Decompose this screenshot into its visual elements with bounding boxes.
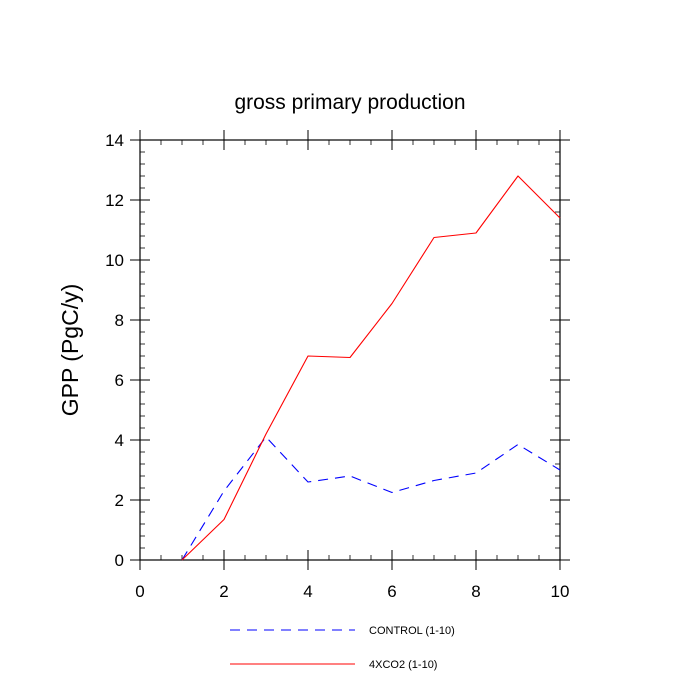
y-tick-label: 10 [105, 251, 124, 270]
x-tick-label: 6 [387, 582, 396, 601]
legend-label-4xco2: 4XCO2 (1-10) [369, 659, 437, 671]
plot-area: 0 2 4 6 8 10 12 14 0 2 4 6 8 10 [105, 130, 570, 601]
x-tick-label: 10 [551, 582, 570, 601]
y-tick-label: 8 [115, 311, 124, 330]
plot-frame [139, 139, 561, 561]
legend: CONTROL (1-10) 4XCO2 (1-10) [230, 625, 455, 671]
x-tick-label: 4 [303, 582, 312, 601]
y-tick-label: 0 [115, 551, 124, 570]
y-tick-label: 14 [105, 131, 124, 150]
series-line-control [181, 436, 561, 561]
x-tick-label: 2 [219, 582, 228, 601]
y-tick-label: 12 [105, 191, 124, 210]
series-line-4xco2 [181, 175, 561, 561]
x-tick-label: 8 [471, 582, 480, 601]
legend-label-control: CONTROL (1-10) [369, 625, 455, 637]
y-tick-label: 6 [115, 371, 124, 390]
y-tick-label: 4 [115, 431, 124, 450]
y-axis-label: GPP (PgC/y) [57, 284, 83, 417]
x-tick-label: 0 [135, 582, 144, 601]
y-tick-label: 2 [115, 491, 124, 510]
chart-title: gross primary production [234, 91, 465, 114]
